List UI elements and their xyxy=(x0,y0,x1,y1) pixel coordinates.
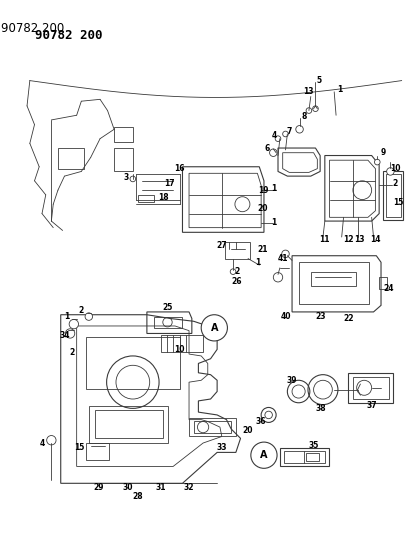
Text: 29: 29 xyxy=(93,482,103,491)
Bar xyxy=(161,335,203,352)
Text: 25: 25 xyxy=(162,303,173,312)
Bar xyxy=(299,262,369,304)
Text: 28: 28 xyxy=(132,492,143,501)
Bar xyxy=(58,148,84,168)
Bar xyxy=(95,410,163,438)
Text: 38: 38 xyxy=(316,404,326,413)
Text: 20: 20 xyxy=(258,204,268,213)
Text: 5: 5 xyxy=(317,76,322,85)
Bar xyxy=(189,418,236,437)
Text: 90782 200: 90782 200 xyxy=(35,29,102,42)
Text: 10: 10 xyxy=(175,345,185,354)
Text: 2: 2 xyxy=(79,306,84,316)
Bar xyxy=(306,454,319,461)
Bar xyxy=(284,451,325,463)
Bar xyxy=(386,174,400,217)
Circle shape xyxy=(283,131,288,137)
Text: 1: 1 xyxy=(271,219,276,228)
Bar xyxy=(114,127,133,142)
Bar xyxy=(348,373,393,403)
Bar xyxy=(138,195,154,203)
Text: 17: 17 xyxy=(164,179,175,188)
Text: 11: 11 xyxy=(319,235,330,244)
Text: 41: 41 xyxy=(278,254,288,263)
Text: 13: 13 xyxy=(303,87,313,96)
Bar xyxy=(86,443,109,460)
Text: 18: 18 xyxy=(158,193,169,202)
Text: A: A xyxy=(260,450,268,460)
Text: 9: 9 xyxy=(380,148,385,157)
Text: 34: 34 xyxy=(59,331,70,340)
Bar xyxy=(383,172,403,220)
Circle shape xyxy=(274,272,283,282)
Text: 22: 22 xyxy=(343,314,354,323)
Text: 2: 2 xyxy=(392,179,398,188)
Bar xyxy=(353,376,389,399)
Circle shape xyxy=(296,126,303,133)
Text: 30: 30 xyxy=(123,482,133,491)
Text: 12: 12 xyxy=(343,235,354,244)
Circle shape xyxy=(69,319,79,329)
Text: 27: 27 xyxy=(217,241,227,250)
Bar xyxy=(379,277,387,288)
Text: 23: 23 xyxy=(315,312,325,321)
Text: 31: 31 xyxy=(156,482,166,491)
Text: 26: 26 xyxy=(232,277,242,286)
Circle shape xyxy=(47,435,56,445)
Circle shape xyxy=(269,149,277,157)
Text: 8: 8 xyxy=(302,112,307,120)
Text: 33: 33 xyxy=(217,443,227,452)
Text: 1: 1 xyxy=(337,85,342,94)
Bar xyxy=(154,317,182,328)
Text: 2: 2 xyxy=(234,267,239,276)
Text: 20: 20 xyxy=(243,426,253,435)
Circle shape xyxy=(251,442,277,469)
Text: 4: 4 xyxy=(271,131,277,140)
Text: 24: 24 xyxy=(383,284,394,293)
Bar xyxy=(280,448,328,466)
Circle shape xyxy=(230,269,236,274)
Circle shape xyxy=(313,106,318,111)
Text: 36: 36 xyxy=(256,417,267,426)
Circle shape xyxy=(374,159,380,165)
Text: 2: 2 xyxy=(69,348,74,357)
Text: 19: 19 xyxy=(258,185,268,195)
Text: 4: 4 xyxy=(39,439,45,448)
Circle shape xyxy=(387,168,394,175)
Text: 40: 40 xyxy=(280,312,291,321)
Bar xyxy=(114,148,133,172)
Text: 1: 1 xyxy=(271,184,276,193)
Bar xyxy=(311,272,356,286)
Text: 13: 13 xyxy=(354,235,365,244)
Text: 7: 7 xyxy=(287,127,292,136)
Circle shape xyxy=(201,314,228,341)
Text: 16: 16 xyxy=(175,164,185,173)
Circle shape xyxy=(66,329,75,338)
Circle shape xyxy=(275,136,281,141)
Text: 32: 32 xyxy=(184,482,194,491)
Text: 1: 1 xyxy=(255,258,260,267)
Text: 15: 15 xyxy=(393,198,403,207)
Bar xyxy=(194,422,231,433)
Text: 35: 35 xyxy=(309,441,319,450)
Circle shape xyxy=(85,313,92,320)
Text: 10: 10 xyxy=(390,164,400,173)
Text: 90782 200: 90782 200 xyxy=(1,22,64,35)
Text: 3: 3 xyxy=(124,174,129,182)
Circle shape xyxy=(306,108,312,114)
Text: 6: 6 xyxy=(264,143,269,152)
Bar xyxy=(86,337,179,389)
Bar xyxy=(89,406,168,443)
Text: 39: 39 xyxy=(287,376,297,385)
Text: 37: 37 xyxy=(366,401,377,410)
Text: 14: 14 xyxy=(370,235,381,244)
Text: 15: 15 xyxy=(74,443,85,452)
Text: 21: 21 xyxy=(258,245,268,254)
Text: 1: 1 xyxy=(64,312,69,321)
Text: A: A xyxy=(210,323,218,333)
